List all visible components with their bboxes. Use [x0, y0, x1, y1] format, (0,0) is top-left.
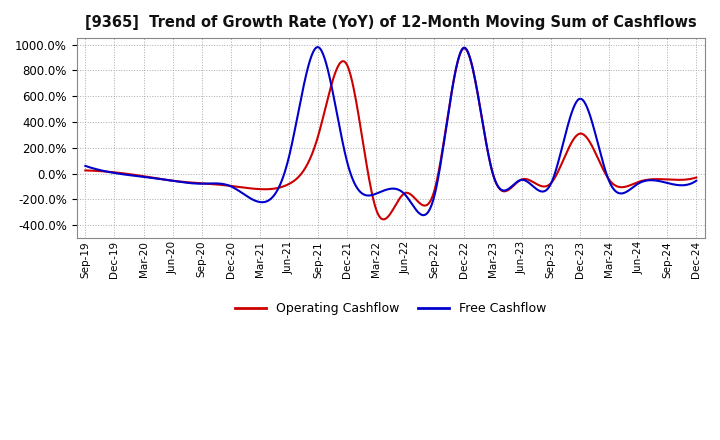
- Title: [9365]  Trend of Growth Rate (YoY) of 12-Month Moving Sum of Cashflows: [9365] Trend of Growth Rate (YoY) of 12-…: [85, 15, 697, 30]
- Legend: Operating Cashflow, Free Cashflow: Operating Cashflow, Free Cashflow: [230, 297, 552, 320]
